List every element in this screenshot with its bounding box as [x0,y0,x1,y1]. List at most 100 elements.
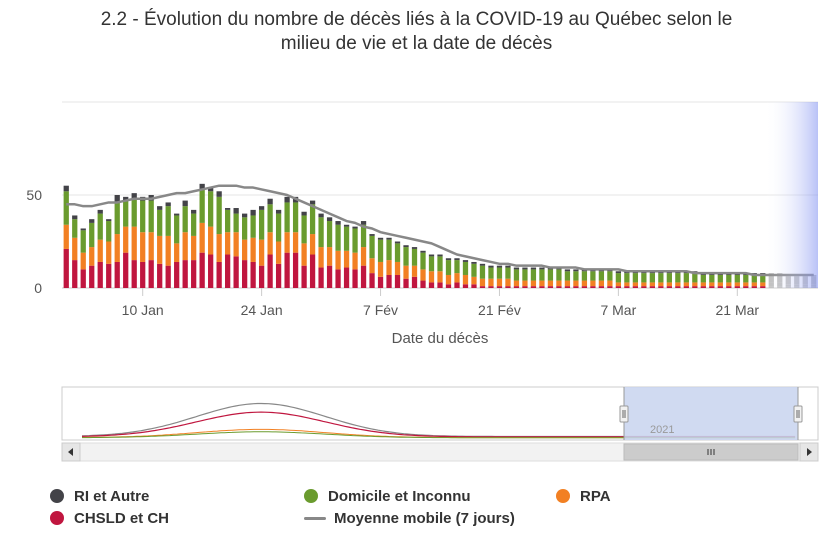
bar-rpa-61 [581,280,588,287]
bar-domicile-6 [114,202,120,235]
bar-domicile-9 [140,200,146,233]
bar-chsld-2 [80,269,86,288]
bar-rpa-80 [743,282,749,287]
x-axis-label: Date du décès [392,330,489,347]
navigator-year-label: 2021 [650,424,674,436]
bar-rpa-43 [428,271,435,283]
legend-label: RPA [580,487,611,505]
bar-rpa-47 [462,274,469,285]
bar-domicile-42 [420,252,426,270]
bar-domicile-4 [97,213,103,240]
x-tick-label: 7 Mar [600,302,636,318]
navigator-right-handle[interactable] [793,405,803,423]
bar-chsld-59 [564,286,571,288]
bar-ri_autre-38 [386,237,392,240]
bar-ri_autre-55 [530,267,537,270]
legend-label: CHSLD et CH [74,509,170,527]
legend-item-rpa[interactable]: RPA [556,486,611,506]
bar-chsld-67 [632,286,639,288]
bar-ri_autre-37 [377,237,384,240]
bar-rpa-72 [675,282,681,287]
bar-domicile-77 [717,274,723,283]
bar-rpa-17 [208,226,214,255]
bar-domicile-61 [581,271,588,281]
navigator-left-handle[interactable] [619,405,629,423]
bar-chsld-77 [717,286,723,288]
bar-ri_autre-12 [165,202,171,207]
bar-chsld-48 [471,284,477,288]
bar-chsld-33 [343,267,350,288]
legend-item-domicile[interactable]: Domicile et Inconnu [304,486,471,506]
bar-ri_autre-1 [72,215,78,220]
legend-item-moyenne[interactable]: Moyenne mobile (7 jours) [304,508,515,528]
bar-ri_autre-0 [63,185,69,192]
bar-rpa-38 [386,260,392,275]
navigator-controls[interactable]: 2021 [61,387,819,462]
bar-domicile-34 [352,228,358,253]
legend-label: RI et Autre [74,487,150,505]
bar-ri_autre-32 [335,221,341,225]
bar-chsld-15 [191,260,197,288]
bar-domicile-79 [734,274,740,283]
bar-ri_autre-52 [505,265,511,268]
bar-ri_autre-60 [573,269,579,272]
chart-title-line-1: 2.2 - Évolution du nombre de décès liés … [100,9,733,30]
bar-domicile-69 [649,273,655,283]
bar-chsld-19 [225,254,231,288]
bar-chsld-54 [522,286,528,288]
bar-rpa-33 [343,250,350,268]
navigator-selection[interactable] [624,387,798,440]
bar-chsld-8 [131,260,137,288]
bar-ri_autre-16 [199,183,205,190]
chart-title: 2.2 - Évolution du nombre de décès liés … [0,8,833,56]
bar-domicile-67 [632,273,639,283]
bar-chsld-53 [513,286,520,288]
bar-chsld-35 [360,265,367,288]
legend-symbol-chsld [50,511,64,525]
bar-rpa-66 [624,282,630,287]
bar-ri_autre-34 [352,226,358,229]
bar-rpa-27 [292,232,299,253]
navigator[interactable]: 2021 [0,382,833,467]
bar-chsld-1 [72,260,78,288]
bar-rpa-46 [454,273,460,283]
chart-title-line-2: milieu de vie et la date de décès [280,33,553,54]
legend-item-ri_autre[interactable]: RI et Autre [50,486,149,506]
bar-ri_autre-11 [157,206,163,210]
bar-chsld-52 [505,286,511,288]
bar-rpa-73 [683,282,689,287]
bar-rpa-70 [658,282,664,287]
bar-domicile-3 [89,222,95,248]
bar-rpa-37 [377,261,384,277]
bar-ri_autre-28 [301,211,307,216]
bar-rpa-52 [505,278,511,287]
legend-item-chsld[interactable]: CHSLD et CH [50,508,169,528]
bar-ri_autre-29 [309,200,316,205]
bar-chsld-62 [590,286,596,288]
bar-ri_autre-36 [369,234,375,236]
bar-domicile-50 [488,267,494,279]
bar-chsld-21 [242,260,248,288]
bar-domicile-58 [556,269,562,281]
bar-chsld-7 [123,252,129,288]
bar-domicile-43 [428,256,435,272]
bar-rpa-31 [326,247,333,266]
bar-domicile-82 [760,274,766,283]
bar-chsld-24 [267,254,273,288]
bar-chsld-71 [666,286,672,288]
bar-domicile-75 [700,274,706,283]
bar-domicile-65 [615,273,622,283]
bar-chsld-70 [658,286,664,288]
bar-rpa-32 [335,250,341,270]
bar-rpa-36 [369,258,375,274]
bar-rpa-23 [258,239,265,266]
bar-chsld-55 [530,286,537,288]
bar-ri_autre-24 [267,198,273,205]
bar-chsld-60 [573,286,579,288]
bar-chsld-50 [488,286,494,288]
bar-domicile-8 [131,198,137,227]
bar-ri_autre-49 [479,263,486,266]
bar-rpa-50 [488,278,494,287]
bar-ri_autre-17 [208,187,214,192]
bar-domicile-32 [335,224,341,251]
